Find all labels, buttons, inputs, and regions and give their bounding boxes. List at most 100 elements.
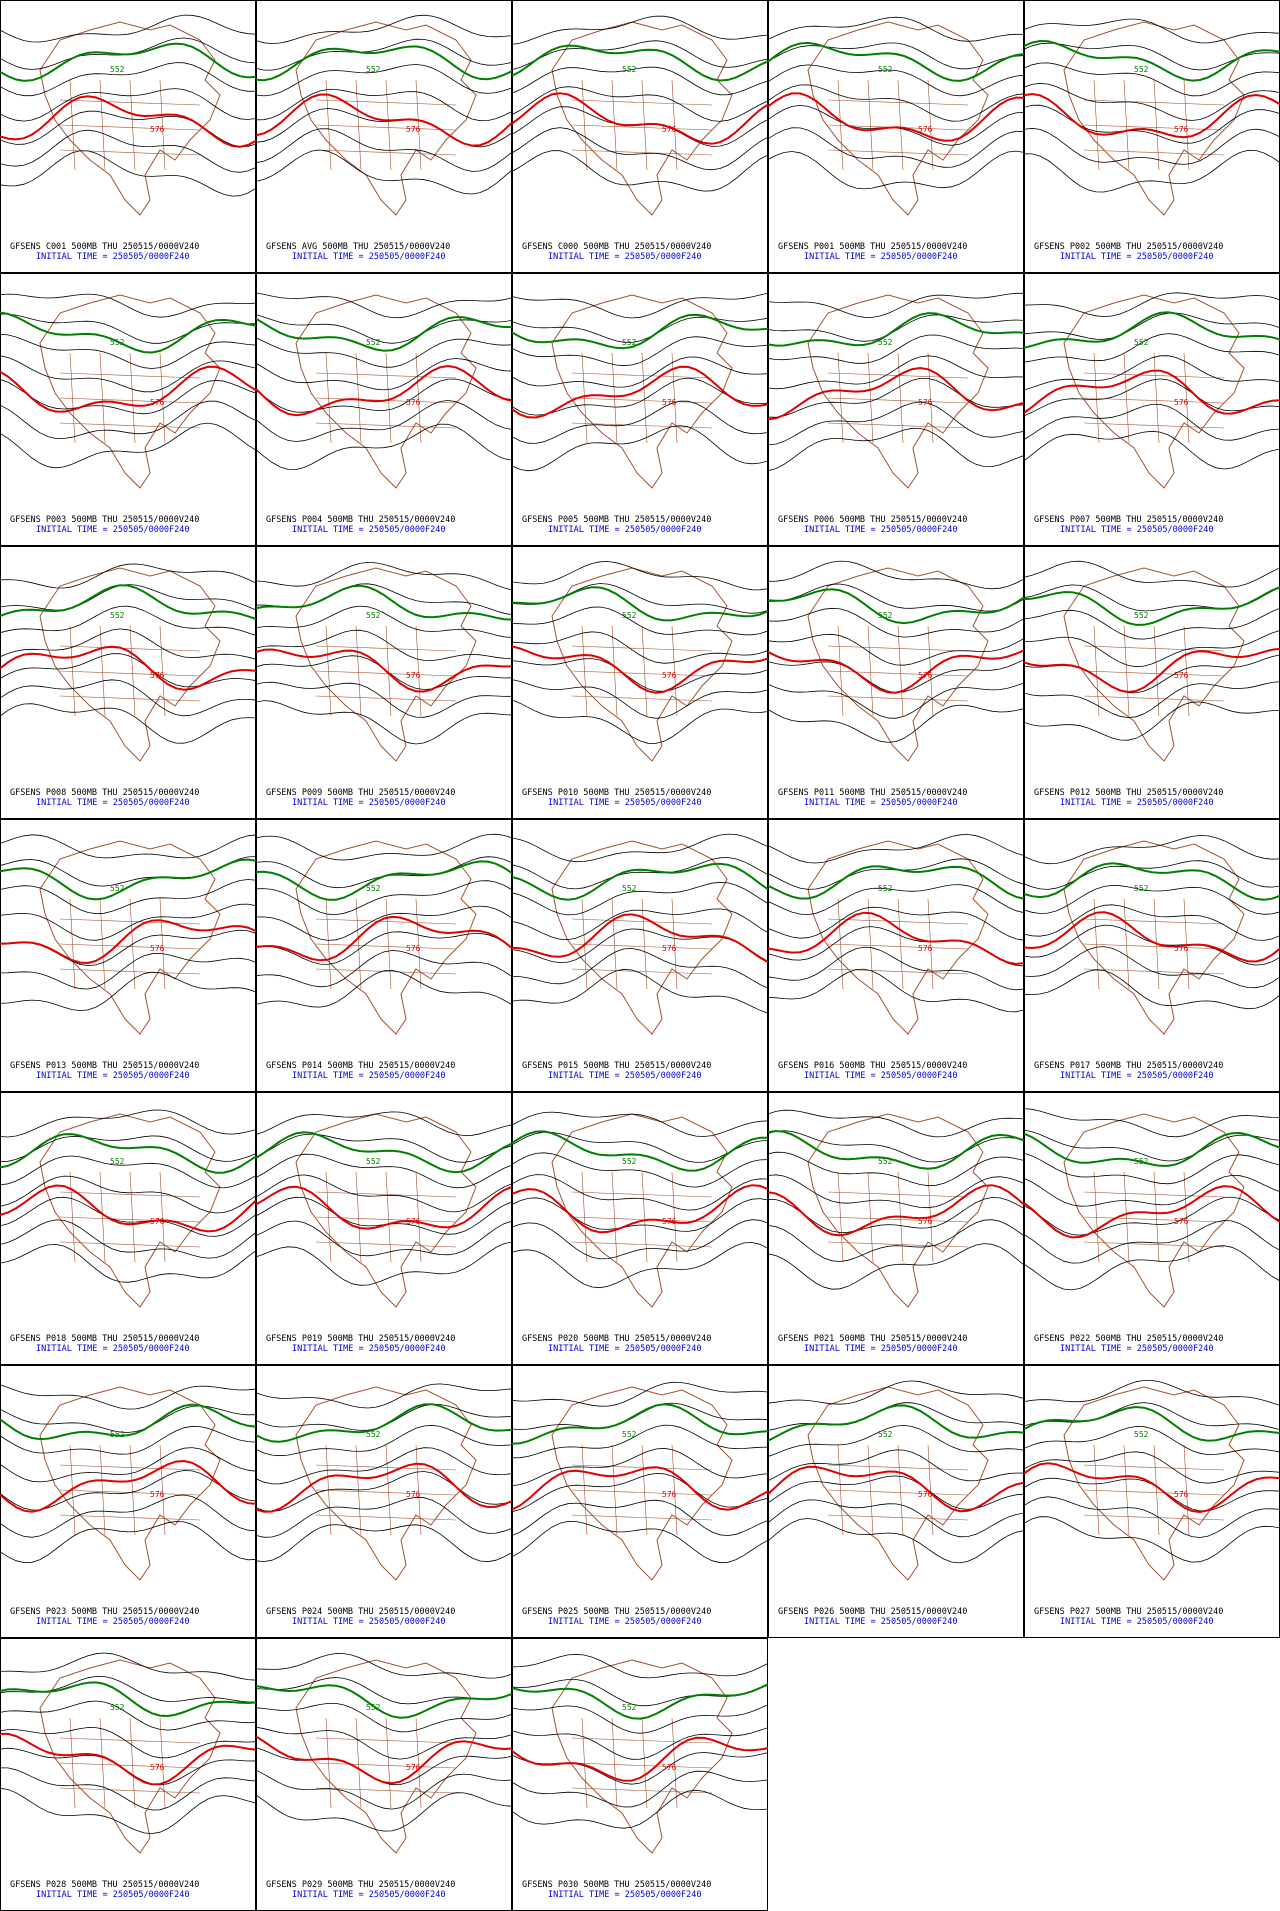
panel-title: GFSENS P018 500MB THU 250515/0000V240 — [10, 1334, 199, 1344]
state-border — [59, 1241, 201, 1248]
contour — [768, 1219, 1024, 1262]
contour — [512, 1381, 768, 1407]
state-border — [69, 1444, 76, 1536]
contour — [256, 14, 512, 45]
contour-label: 576 — [406, 1763, 421, 1772]
panel-border — [512, 1365, 768, 1638]
contour — [512, 425, 768, 472]
contour — [512, 1789, 768, 1829]
coastline — [1063, 1113, 1245, 1308]
map-panel: 552 576 GFSENS P023 500MB THU 250515/0000V… — [0, 1365, 256, 1638]
contour — [768, 1380, 1024, 1405]
state-border — [59, 943, 201, 950]
panel-title: GFSENS P009 500MB THU 250515/0000V240 — [266, 788, 455, 798]
contour — [1024, 430, 1280, 470]
contour-552 — [256, 1131, 512, 1174]
state-border — [571, 918, 713, 925]
contour — [256, 423, 512, 470]
initial-time: INITIAL TIME = 250505/0000F240 — [292, 1890, 446, 1900]
panel-title: GFSENS P030 500MB THU 250515/0000V240 — [522, 1880, 711, 1890]
map-panel: 552 576 GFSENS P022 500MB THU 250515/0000V… — [1024, 1092, 1280, 1365]
state-border — [355, 79, 362, 171]
initial-time: INITIAL TIME = 250505/0000F240 — [804, 1344, 958, 1354]
state-border — [927, 1444, 934, 1536]
state-border — [581, 79, 588, 171]
state-border — [355, 352, 362, 444]
contour — [256, 1496, 512, 1538]
contour-576 — [768, 1184, 1024, 1237]
contour-label: 552 — [622, 1703, 637, 1712]
state-border — [867, 625, 874, 717]
state-border — [99, 898, 106, 990]
contour-552 — [512, 862, 768, 901]
state-border — [1183, 352, 1190, 444]
initial-time: INITIAL TIME = 250505/0000F240 — [292, 1344, 446, 1354]
contour — [256, 1383, 512, 1409]
panel-title: GFSENS P029 500MB THU 250515/0000V240 — [266, 1880, 455, 1890]
state-border — [611, 625, 618, 717]
state-border — [571, 695, 713, 702]
state-border — [1083, 1514, 1225, 1521]
contour — [512, 1499, 768, 1537]
contour — [0, 679, 256, 717]
contour — [0, 333, 256, 369]
contour — [768, 334, 1024, 364]
panel-border — [768, 1092, 1024, 1365]
contour — [512, 1174, 768, 1211]
state-border — [1183, 625, 1190, 717]
contour-label: 552 — [1134, 1157, 1149, 1166]
contour — [512, 881, 768, 916]
contour-label: 552 — [110, 611, 125, 620]
panel-title: GFSENS P028 500MB THU 250515/0000V240 — [10, 1880, 199, 1890]
contour — [1024, 1426, 1280, 1456]
state-border — [571, 1241, 713, 1248]
contour — [1024, 127, 1280, 165]
state-border — [59, 968, 201, 975]
contour — [0, 1175, 256, 1214]
contour-552 — [0, 1133, 256, 1174]
contour — [0, 703, 256, 744]
state-border — [1083, 1464, 1225, 1471]
contour-552 — [256, 45, 512, 82]
contour-576 — [256, 1185, 512, 1230]
map-panel: 552 576 GFSENS C001 500MB THU 250515/0000V… — [0, 0, 256, 273]
contour-552 — [512, 1130, 768, 1172]
map-panel: 552 576 GFSENS P002 500MB THU 250515/0000V… — [1024, 0, 1280, 273]
contour-576 — [1024, 369, 1280, 415]
contour — [256, 358, 512, 391]
contour — [0, 1787, 256, 1835]
contour — [768, 704, 1024, 743]
contour-552 — [1024, 311, 1280, 349]
state-border — [99, 1717, 106, 1809]
contour — [1024, 835, 1280, 865]
state-border — [315, 670, 457, 677]
contour-576 — [0, 919, 256, 965]
contour-label: 552 — [878, 611, 893, 620]
contour-552 — [256, 584, 512, 621]
contour-576 — [256, 1462, 512, 1513]
contour-552 — [256, 1403, 512, 1443]
initial-time: INITIAL TIME = 250505/0000F240 — [804, 252, 958, 262]
state-border — [571, 670, 713, 677]
contour — [256, 38, 512, 71]
contour — [1024, 607, 1280, 640]
state-border — [571, 1464, 713, 1471]
state-border — [315, 1241, 457, 1248]
contour-552 — [768, 1129, 1024, 1170]
contour-label: 552 — [878, 884, 893, 893]
state-border — [1083, 1489, 1225, 1496]
contour — [512, 1472, 768, 1513]
state-border — [385, 1171, 392, 1263]
contour-label: 552 — [110, 1703, 125, 1712]
contour — [768, 401, 1024, 446]
state-border — [415, 898, 422, 990]
contour-552 — [768, 865, 1024, 900]
state-border — [827, 943, 969, 950]
contour — [768, 1130, 1024, 1163]
map-panel: 552 576 GFSENS P010 500MB THU 250515/0000V… — [512, 546, 768, 819]
contour-576 — [0, 95, 256, 148]
contour-label: 576 — [918, 125, 933, 134]
contour — [1024, 1152, 1280, 1185]
contour — [0, 355, 256, 393]
contour — [0, 879, 256, 915]
